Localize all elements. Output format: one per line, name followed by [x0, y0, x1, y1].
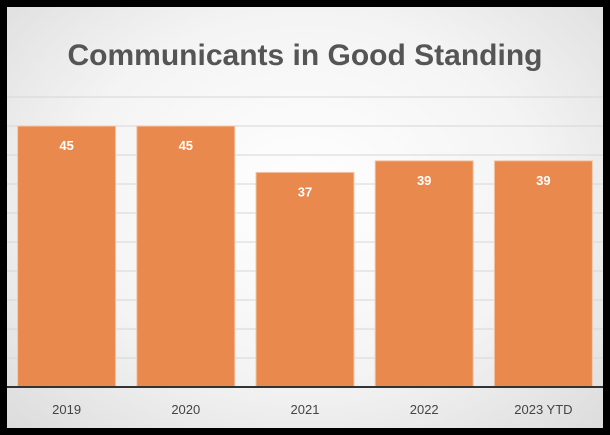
data-label: 37 [298, 184, 312, 199]
chart-frame: Communicants in Good Standing 45 45 37 39 39… [7, 7, 603, 428]
bar-2022 [374, 160, 474, 388]
data-labels: 45 45 37 39 39 [59, 138, 550, 199]
data-label: 45 [59, 138, 73, 153]
bar-2023-ytd [493, 160, 593, 388]
chart-title: Communicants in Good Standing [68, 39, 543, 72]
x-tick-label: 2019 [52, 402, 81, 417]
x-tick-labels: 2019 2020 2021 2022 2023 YTD [52, 402, 572, 417]
data-label: 45 [179, 138, 193, 153]
bar-2021 [255, 171, 355, 388]
bar-2020 [136, 125, 236, 388]
x-tick-label: 2021 [291, 402, 320, 417]
x-tick-label: 2023 YTD [514, 402, 572, 417]
data-label: 39 [536, 173, 550, 188]
bars [17, 125, 593, 388]
data-label: 39 [417, 173, 431, 188]
x-tick-label: 2020 [171, 402, 200, 417]
chart: Communicants in Good Standing 45 45 37 39 39… [7, 39, 603, 417]
x-tick-label: 2022 [410, 402, 439, 417]
bar-2019 [17, 125, 117, 388]
